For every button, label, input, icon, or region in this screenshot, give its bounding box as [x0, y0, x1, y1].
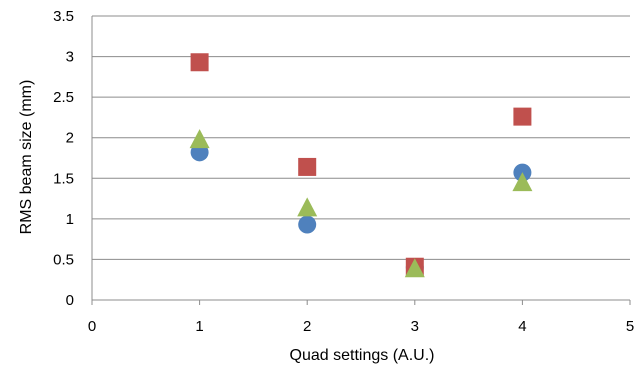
y-axis-title: RMS beam size (mm)	[18, 80, 35, 235]
y-tick-label: 3	[66, 49, 74, 66]
x-tick-label: 3	[411, 318, 419, 335]
series-3-triangle-marker	[512, 172, 533, 192]
y-tick-labels: 0 0.5 1 1.5 2 2.5 3 3.5	[53, 8, 74, 309]
series-3-triangle-marker	[297, 197, 318, 217]
y-tick-label: 3.5	[53, 8, 74, 25]
x-tick-label: 0	[88, 318, 96, 335]
series-2-square-marker	[298, 157, 317, 176]
x-tick-label: 1	[195, 318, 203, 335]
y-tick-label: 0.5	[53, 251, 74, 268]
data-points	[189, 53, 533, 278]
x-tick-label: 5	[626, 318, 634, 335]
y-tick-label: 2.5	[53, 89, 74, 106]
series-2-square-marker	[190, 53, 209, 72]
x-tick-label: 2	[303, 318, 311, 335]
series-3-triangle-marker	[404, 258, 425, 278]
gridlines	[92, 15, 630, 260]
series-1-circle-marker	[298, 215, 317, 234]
axes	[91, 16, 630, 301]
series-2-square-marker	[513, 107, 532, 126]
y-tick-label: 0	[66, 292, 74, 309]
y-tick-label: 1	[66, 211, 74, 228]
x-tick-labels: 0 1 2 3 4 5	[88, 300, 634, 335]
x-tick-label: 4	[518, 318, 526, 335]
y-tick-label: 2	[66, 130, 74, 147]
series-3-triangle-marker	[189, 129, 210, 149]
x-axis-title: Quad settings (A.U.)	[290, 347, 435, 364]
y-tick-label: 1.5	[53, 170, 74, 187]
